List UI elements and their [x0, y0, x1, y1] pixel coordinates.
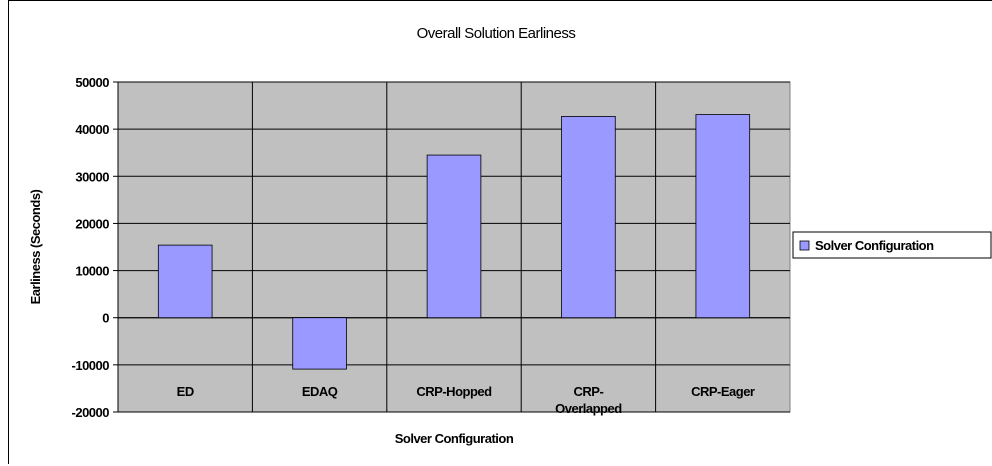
- bar: [426, 154, 482, 319]
- bar: [561, 116, 616, 319]
- x-axis-label: Solver Configuration: [395, 431, 514, 446]
- x-tick-label: CRP-Eager: [691, 383, 755, 399]
- bar: [292, 317, 347, 370]
- y-tick-label: -10000: [72, 358, 110, 373]
- bar: [695, 114, 751, 319]
- legend-box: [792, 231, 992, 259]
- chart-title: Overall Solution Earliness: [417, 25, 576, 42]
- y-tick-label: 30000: [75, 169, 109, 184]
- legend-swatch: [799, 240, 810, 251]
- x-tick-label: EDAQ: [301, 383, 338, 399]
- y-tick-label: 40000: [75, 122, 109, 137]
- y-tick-label: 0: [102, 311, 109, 326]
- chart-frame: [8, 0, 992, 464]
- bar: [157, 244, 213, 319]
- x-tick-label: CRP-Overlapped: [555, 383, 622, 416]
- y-axis-label: Earliness (Seconds): [28, 189, 43, 304]
- y-tick-label: -20000: [72, 405, 110, 420]
- y-tick-label: 20000: [75, 216, 109, 231]
- legend-label: Solver Configuration: [815, 238, 934, 253]
- y-tick-label: 10000: [75, 264, 109, 279]
- x-tick-label: CRP-Hopped: [416, 383, 492, 399]
- y-tick-label: 50000: [75, 75, 109, 90]
- x-tick-label: ED: [176, 383, 195, 399]
